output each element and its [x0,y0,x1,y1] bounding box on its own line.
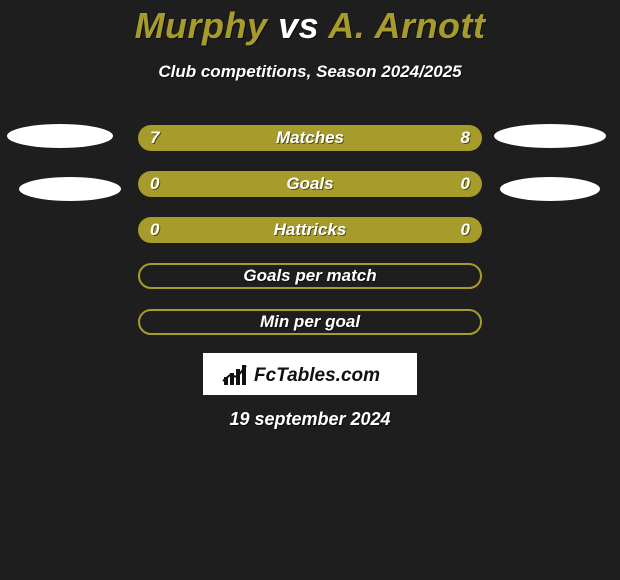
stat-row: Goals0 0 [138,171,482,197]
comparison-infographic: Murphy vs A. Arnott Club competitions, S… [0,0,620,580]
player2-shape-mid [500,177,600,201]
player1-name: Murphy [135,5,268,46]
player2-shape-top [494,124,606,148]
vs-separator: vs [278,5,319,46]
stat-row: Hattricks0 0 [138,217,482,243]
stat-row: Min per goal [138,309,482,335]
player1-value: 0 [150,174,159,194]
stat-label: Matches [138,128,482,148]
player1-shape-top [7,124,113,148]
brand-text: FcTables.com [254,365,380,386]
stat-label: Goals per match [140,266,480,286]
player1-shape-mid [19,177,121,201]
player2-name: A. Arnott [328,5,485,46]
player2-value: 0 [461,174,470,194]
stat-label: Goals [138,174,482,194]
player1-value: 0 [150,220,159,240]
subtitle: Club competitions, Season 2024/2025 [0,62,620,82]
player1-value: 7 [150,128,159,148]
headline: Murphy vs A. Arnott [0,5,620,47]
stat-row: Goals per match [138,263,482,289]
date-label: 19 september 2024 [0,409,620,430]
bar-chart-icon [223,365,246,385]
brand-logo: FcTables.com [220,359,400,389]
player2-value: 0 [461,220,470,240]
stat-label: Min per goal [140,312,480,332]
player2-value: 8 [461,128,470,148]
brand-badge: FcTables.com [203,353,417,395]
stat-label: Hattricks [138,220,482,240]
stat-row: Matches7 8 [138,125,482,151]
